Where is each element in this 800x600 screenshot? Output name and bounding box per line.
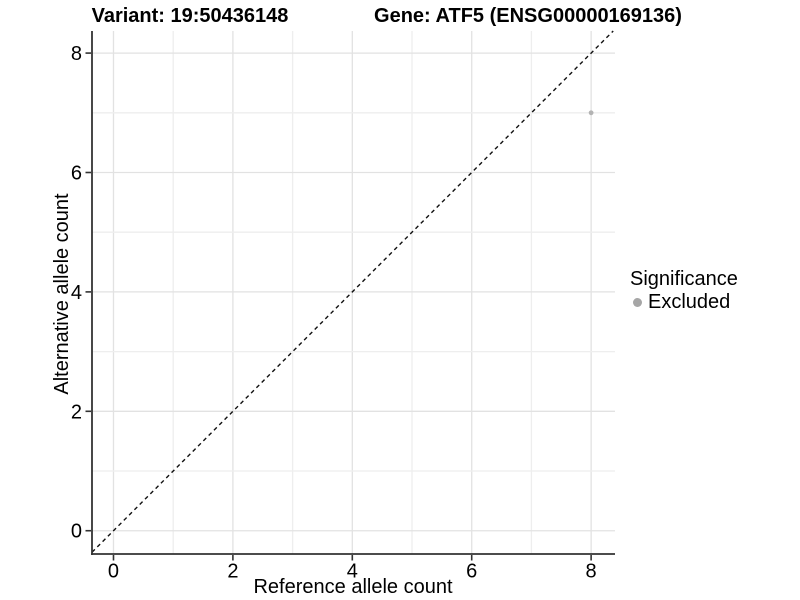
legend-point-icon (633, 297, 642, 307)
variant-title: Variant: 19:50436148 (91, 5, 289, 27)
x-tick-label: 2 (227, 561, 238, 583)
gene-title: Gene: ATF5 (ENSG00000169136) (374, 5, 682, 27)
x-tick-label: 8 (586, 561, 597, 583)
legend-title: Significance (630, 268, 738, 290)
data-point (588, 110, 594, 116)
legend-item-label: Excluded (648, 291, 731, 313)
y-tick-label: 6 (71, 162, 82, 184)
x-tick-label: 6 (466, 561, 477, 583)
x-tick-label: 0 (108, 561, 119, 583)
legend: Significance Excluded (630, 268, 738, 313)
y-tick-label: 4 (71, 282, 82, 304)
y-axis-title: Alternative allele count (51, 193, 73, 395)
y-tick-label: 2 (71, 401, 82, 423)
x-axis-title: Reference allele count (253, 576, 453, 598)
y-tick-label: 0 (71, 521, 82, 543)
x-tick-label: 4 (347, 561, 358, 583)
legend-item: Excluded (630, 291, 738, 313)
identity-line (91, 30, 614, 553)
y-tick-label: 8 (71, 43, 82, 65)
